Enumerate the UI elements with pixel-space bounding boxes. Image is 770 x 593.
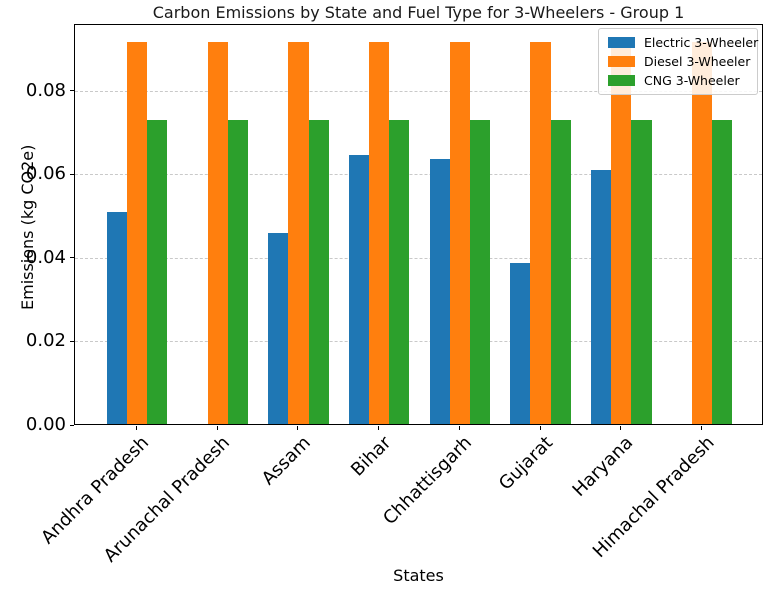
gridline [75,341,762,343]
bar-electric-3-wheeler [510,262,531,424]
legend: Electric 3-Wheeler Diesel 3-Wheeler CNG 3-… [598,28,758,95]
bar-electric-3-wheeler [591,170,612,424]
bar-diesel-3-wheeler [369,41,390,424]
x-tick-mark [458,426,460,430]
y-tick-mark [70,340,74,342]
x-tick-label: Bihar [347,432,396,481]
x-axis-label: States [393,566,444,585]
bar-diesel-3-wheeler [207,41,228,424]
bar-cng-3-wheeler [389,119,410,424]
x-tick-label: Assam [257,432,315,490]
gridline [75,174,762,176]
y-tick-label: 0.08 [25,79,66,101]
x-tick-mark [539,426,541,430]
legend-item-label: Diesel 3-Wheeler [644,54,751,69]
bar-electric-3-wheeler [106,211,127,424]
legend-item: CNG 3-Wheeler [608,74,749,87]
y-tick-label: 0.02 [25,330,66,352]
legend-swatch-icon [608,56,635,67]
y-tick-label: 0.00 [25,414,66,435]
gridline [75,257,762,259]
bar-electric-3-wheeler [268,232,289,424]
bar-diesel-3-wheeler [288,41,309,424]
y-tick-mark [70,173,74,175]
bar-diesel-3-wheeler [530,41,551,424]
x-tick-mark [297,426,299,430]
legend-swatch-icon [608,75,635,86]
bar-diesel-3-wheeler [691,41,713,424]
chart-title: Carbon Emissions by State and Fuel Type … [152,3,685,22]
y-tick-label: 0.04 [25,246,66,268]
x-tick-label: Haryana [568,432,638,501]
x-tick-mark [378,426,380,430]
bar-cng-3-wheeler [469,119,491,424]
y-tick-mark [70,90,74,92]
y-tick-mark [70,424,74,426]
x-tick-label: Gujarat [494,432,557,495]
bar-cng-3-wheeler [550,119,571,424]
bar-cng-3-wheeler [308,119,329,424]
bar-cng-3-wheeler [631,119,652,424]
legend-item: Diesel 3-Wheeler [608,54,751,69]
legend-item-label: Electric 3-Wheeler [644,35,759,50]
legend-item-label: CNG 3-Wheeler [644,73,740,88]
y-tick-label: 0.06 [25,163,66,185]
bar-diesel-3-wheeler [449,41,470,424]
bar-cng-3-wheeler [227,119,248,424]
bar-cng-3-wheeler [712,119,733,424]
x-tick-mark [620,426,622,430]
bar-electric-3-wheeler [348,155,370,424]
bar-electric-3-wheeler [429,158,450,424]
legend-item: Electric 3-Wheeler [608,36,758,49]
gridline [75,90,762,92]
bar-diesel-3-wheeler [611,41,632,424]
x-tick-mark [701,426,702,430]
x-tick-mark [216,426,218,430]
x-tick-mark [136,426,137,430]
legend-swatch-icon [608,37,635,48]
bar-cng-3-wheeler [147,119,168,424]
y-tick-mark [70,257,74,259]
bar-diesel-3-wheeler [126,41,148,424]
